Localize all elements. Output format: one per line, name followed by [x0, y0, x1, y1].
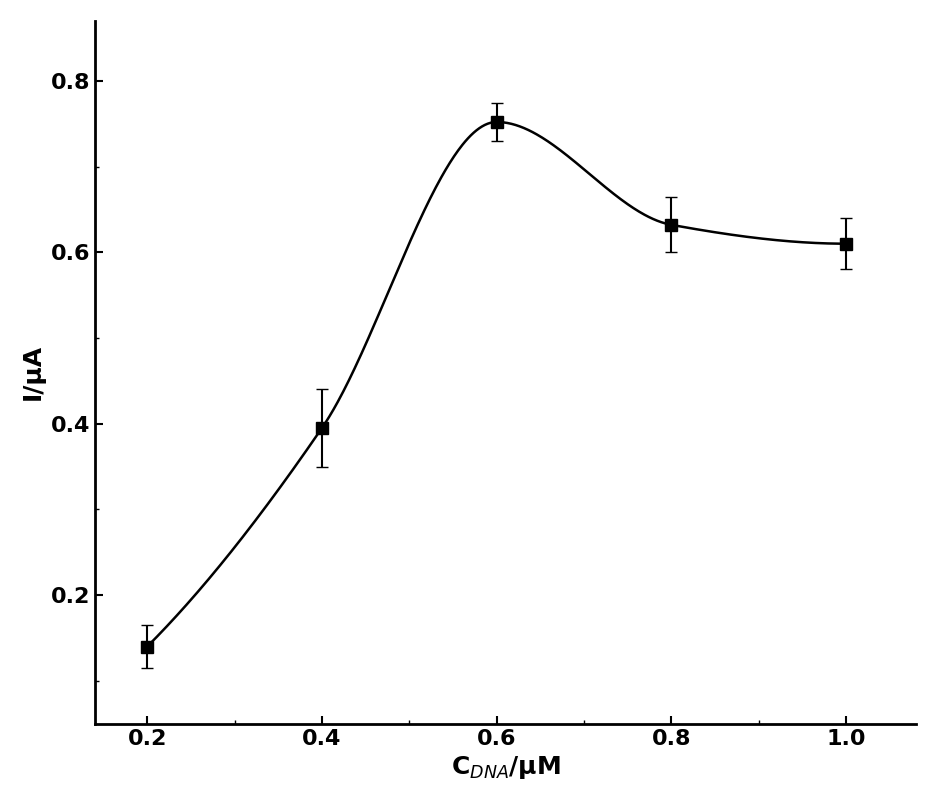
Y-axis label: I/μA: I/μA: [21, 344, 45, 400]
X-axis label: C$_{DNA}$/μM: C$_{DNA}$/μM: [450, 754, 560, 781]
